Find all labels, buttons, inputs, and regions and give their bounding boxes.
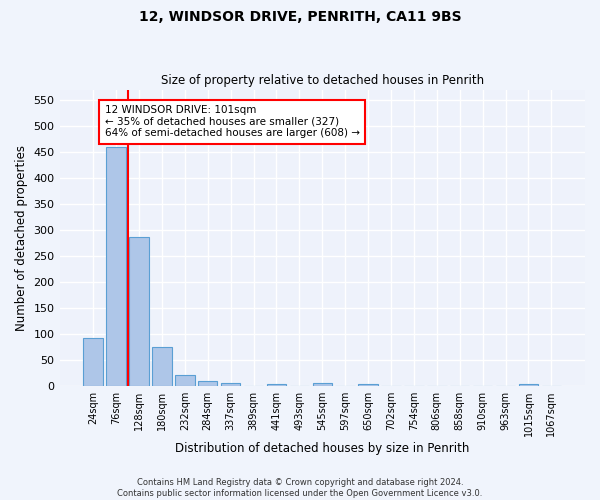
Bar bbox=[519, 384, 538, 386]
Bar bbox=[267, 384, 286, 386]
Bar bbox=[198, 381, 217, 386]
Text: Contains HM Land Registry data © Crown copyright and database right 2024.
Contai: Contains HM Land Registry data © Crown c… bbox=[118, 478, 482, 498]
Y-axis label: Number of detached properties: Number of detached properties bbox=[15, 145, 28, 331]
Title: Size of property relative to detached houses in Penrith: Size of property relative to detached ho… bbox=[161, 74, 484, 87]
Bar bbox=[221, 383, 241, 386]
Text: 12, WINDSOR DRIVE, PENRITH, CA11 9BS: 12, WINDSOR DRIVE, PENRITH, CA11 9BS bbox=[139, 10, 461, 24]
Bar bbox=[106, 147, 126, 386]
Bar bbox=[129, 238, 149, 386]
Text: 12 WINDSOR DRIVE: 101sqm
← 35% of detached houses are smaller (327)
64% of semi-: 12 WINDSOR DRIVE: 101sqm ← 35% of detach… bbox=[104, 105, 359, 138]
Bar bbox=[175, 375, 194, 386]
Bar bbox=[83, 338, 103, 386]
Bar bbox=[313, 383, 332, 386]
Bar bbox=[152, 346, 172, 386]
X-axis label: Distribution of detached houses by size in Penrith: Distribution of detached houses by size … bbox=[175, 442, 469, 455]
Bar bbox=[358, 384, 378, 386]
